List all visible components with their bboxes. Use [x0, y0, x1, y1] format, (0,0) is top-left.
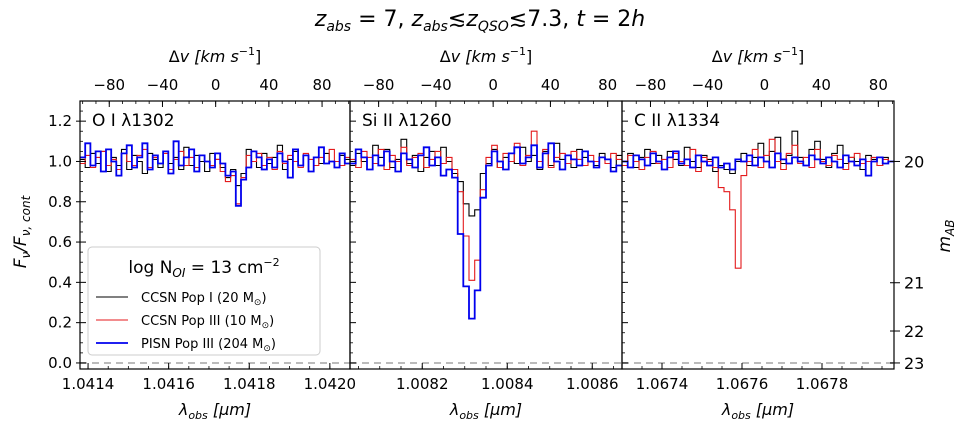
series-2-line	[350, 130, 622, 281]
x-tick-label: 1.0678	[796, 375, 849, 393]
x-tick-label: 1.0086	[566, 375, 619, 393]
top-tick-label: −80	[93, 76, 125, 94]
y-tick-label: 0.2	[48, 314, 72, 332]
velocity-axis-label: Δv [km s−1]	[712, 45, 805, 66]
figure-title: zabs = 7, zabs≲zQSO≲7.3, t = 2h	[314, 7, 645, 35]
legend-entry-pop3: CCSN Pop III (10 M⊙)	[141, 314, 274, 331]
x-tick-label: 1.0084	[481, 375, 534, 393]
y-tick-label: 0.0	[48, 354, 72, 372]
wavelength-axis-label: λobs [μm]	[449, 400, 522, 422]
mab-tick-label: 20	[904, 152, 924, 171]
panel-title: O I λ1302	[92, 111, 175, 131]
top-tick-label: 0	[488, 76, 498, 94]
y-axis-label: Fν/Fν, cont	[11, 194, 33, 268]
x-tick-label: 1.0420	[304, 375, 357, 393]
top-tick-label: −40	[692, 76, 724, 94]
mab-tick-label: 22	[904, 322, 924, 341]
y-tick-label: 0.8	[48, 193, 72, 211]
series-3-line	[622, 150, 894, 177]
mab-axis: 20 21 22 23	[890, 152, 924, 373]
x-tick-label: 1.0418	[223, 375, 276, 393]
panel-frame	[621, 100, 895, 370]
panel-frame	[349, 100, 623, 370]
wavelength-axis-label: λobs [μm]	[178, 400, 251, 422]
y-tick-label: 0.4	[48, 273, 72, 291]
x-tick-label: 1.0674	[636, 375, 689, 393]
top-tick-label: −40	[420, 76, 452, 94]
wavelength-axis-label: λobs [μm]	[721, 400, 794, 422]
x-tick-label: 1.0416	[142, 375, 195, 393]
panel-2: 1.0082 1.0084 1.0086 −80 −40 0 40 80 Δv [km s−1]…	[349, 45, 623, 422]
velocity-axis-label: Δv [km s−1]	[440, 45, 533, 66]
legend-title: log NOI = 13 cm−2	[128, 256, 279, 280]
top-tick-label: 80	[313, 76, 332, 94]
panel-title: C II λ1334	[634, 111, 720, 131]
mab-tick-label: 23	[904, 354, 924, 373]
panel-title: Si II λ1260	[362, 111, 452, 131]
x-tick-label: 1.0414	[62, 375, 115, 393]
top-tick-label: 40	[812, 76, 831, 94]
mab-axis-label: mAB	[935, 219, 957, 252]
legend-entry-pop1: CCSN Pop I (20 M⊙)	[141, 291, 267, 308]
top-tick-label: 40	[541, 76, 560, 94]
x-tick-label: 1.0082	[396, 375, 449, 393]
top-tick-label: 0	[760, 76, 770, 94]
top-tick-label: −80	[635, 76, 667, 94]
top-tick-label: 80	[869, 76, 888, 94]
mab-tick-label: 21	[904, 274, 924, 293]
series-3-line	[350, 142, 622, 320]
panel-1: 1.0414 1.0416 1.0418 1.0420 −80 −40 0 40 80 Δv [k…	[48, 45, 356, 422]
top-tick-label: −80	[363, 76, 395, 94]
series-3-line	[80, 140, 350, 207]
top-tick-label: 80	[598, 76, 617, 94]
top-tick-label: 0	[211, 76, 221, 94]
legend: log NOI = 13 cm−2 CCSN Pop I (20 M⊙) CCS…	[87, 246, 321, 356]
y-tick-label: 1.0	[48, 152, 72, 170]
velocity-axis-label: Δv [km s−1]	[169, 45, 262, 66]
panel-3: 1.0674 1.0676 1.0678 −80 −40 0 40 80 Δv [km s−1]…	[621, 45, 895, 422]
y-tick-label: 0.6	[48, 233, 72, 251]
top-tick-label: 40	[259, 76, 278, 94]
y-tick-label: 1.2	[48, 112, 72, 130]
legend-entry-pisn: PISN Pop III (204 M⊙)	[141, 337, 276, 354]
x-tick-label: 1.0676	[716, 375, 769, 393]
top-tick-label: −40	[147, 76, 179, 94]
panels: 1.0414 1.0416 1.0418 1.0420 −80 −40 0 40 80 Δv [k…	[48, 45, 895, 422]
